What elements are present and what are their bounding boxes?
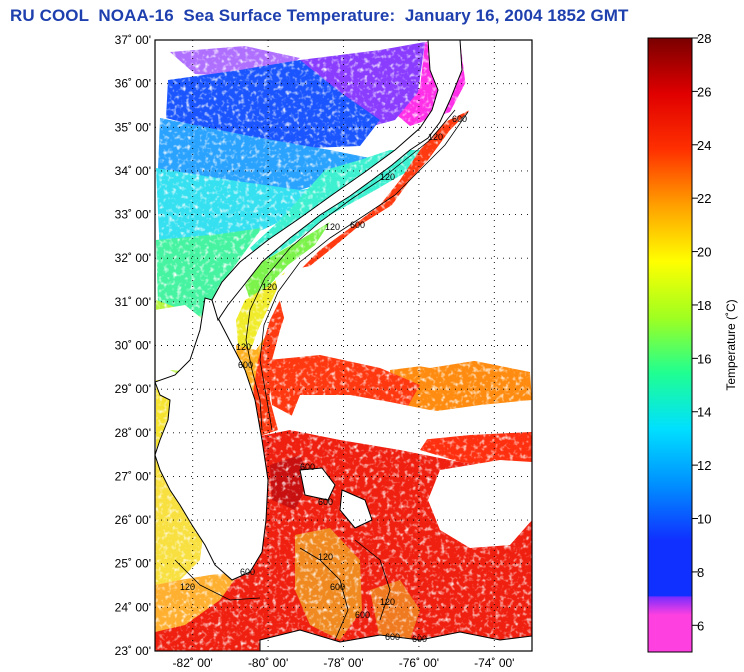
colorbar-tick-label: 6: [697, 618, 704, 633]
contour-label: 120: [428, 132, 443, 142]
colorbar-tick-label: 24: [697, 138, 711, 153]
contour-label: 600: [355, 610, 370, 620]
land-florida: [155, 297, 269, 581]
contour-label: 120: [380, 172, 395, 182]
colorbar-tick-label: 22: [697, 191, 711, 206]
lon-tick-label: -80˚ 00': [248, 656, 288, 670]
bathymetry-contours: [174, 109, 469, 641]
lat-tick-label: 33˚ 00': [115, 208, 151, 222]
contour-label: 600: [318, 497, 333, 507]
lat-labels: 37˚ 00' 36˚ 00' 35˚ 00' 34˚ 00' 33˚ 00' 32˚ 0…: [115, 33, 151, 658]
lat-tick-label: 31˚ 00': [115, 295, 151, 309]
colorbar-tick-label: 14: [697, 405, 711, 420]
contour-label: 600: [452, 114, 467, 124]
lat-tick-label: 30˚ 00': [115, 339, 151, 353]
contour-label: 600: [240, 567, 255, 577]
colorbar-tick-label: 20: [697, 245, 711, 260]
lat-tick-label: 24˚ 00': [115, 600, 151, 614]
contour-label: 600: [385, 632, 400, 642]
map-border: [154, 39, 533, 652]
colorbar-tick-label: 16: [697, 351, 711, 366]
contour-label: 120: [236, 342, 251, 352]
lon-tick-label: -78˚ 00': [323, 656, 363, 670]
contour-label: 600: [300, 462, 315, 472]
lon-labels: -82˚ 00' -80˚ 00' -78˚ 00' -76˚ 00' -74˚ 00': [173, 656, 515, 670]
lat-tick-label: 29˚ 00': [115, 382, 151, 396]
land-bahamas-2: [339, 489, 373, 529]
contour-label: 600: [412, 634, 427, 644]
lat-tick-label: 26˚ 00': [115, 513, 151, 527]
lat-tick-label: 35˚ 00': [115, 120, 151, 134]
lat-tick-label: 34˚ 00': [115, 164, 151, 178]
lon-tick-label: -82˚ 00': [173, 656, 213, 670]
sst-field: [155, 40, 532, 651]
colorbar-tick-label: 26: [697, 84, 711, 99]
contour-label: 600: [238, 360, 253, 370]
colorbar-tick-label: 28: [697, 31, 711, 46]
lat-tick-label: 28˚ 00': [115, 426, 151, 440]
colorbar-tick-label: 12: [697, 458, 711, 473]
lat-tick-label: 37˚ 00': [115, 33, 151, 47]
contour-label: 120: [380, 597, 395, 607]
contour-label: 120: [325, 222, 340, 232]
colorbar-label: Temperature (˚C): [724, 299, 738, 390]
contour-label: 120: [180, 582, 195, 592]
land-carolinas: [211, 40, 463, 322]
colorbar-ticks: 28 26 24 22 20 18 16 14 12 10 8 6: [692, 31, 711, 633]
contour-label: 600: [330, 582, 345, 592]
lon-tick-label: -76˚ 00': [399, 656, 439, 670]
lat-tick-label: 32˚ 00': [115, 251, 151, 265]
lat-tick-label: 27˚ 00': [115, 469, 151, 483]
contour-labels: 120 600 120 120 600 120 600 120 600 600 120 600 600 1…: [180, 114, 467, 644]
lon-tick-label: -74˚ 00': [474, 656, 514, 670]
contour-label: 120: [262, 282, 277, 292]
colorbar-tick-label: 8: [697, 565, 704, 580]
colorbar-gradient: [647, 37, 693, 653]
contour-label: 120: [318, 552, 333, 562]
land-cuba: [259, 629, 532, 651]
lat-tick-label: 36˚ 00': [115, 77, 151, 91]
land-bahamas-1: [299, 467, 336, 501]
page-title: RU COOL NOAA-16 Sea Surface Temperature:…: [10, 6, 629, 25]
colorbar-tick-label: 10: [697, 512, 711, 527]
contour-label: 600: [350, 220, 365, 230]
colorbar-tick-label: 18: [697, 298, 711, 313]
lat-tick-label: 23˚ 00': [115, 644, 151, 658]
lat-tick-label: 25˚ 00': [115, 557, 151, 571]
